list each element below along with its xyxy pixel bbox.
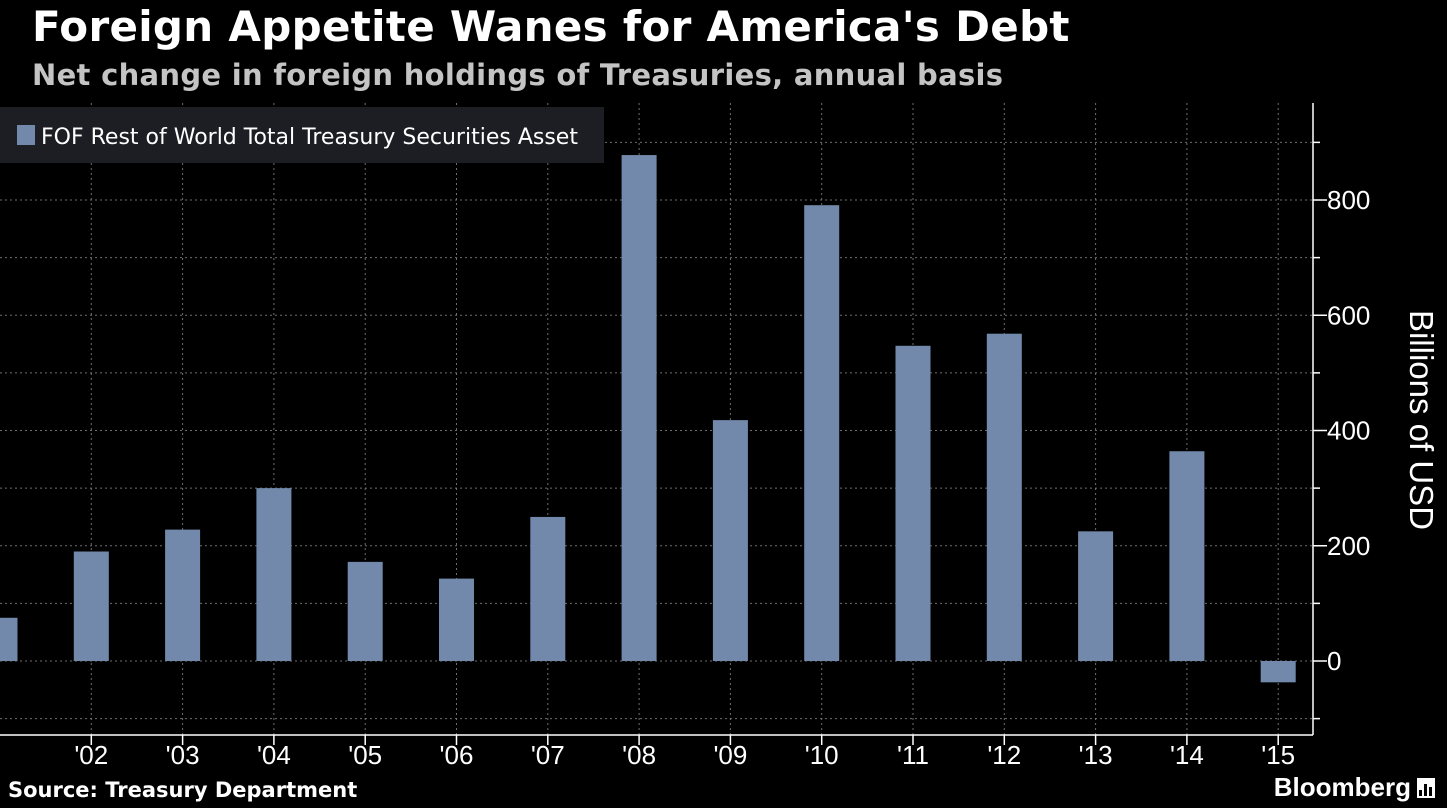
bar <box>1169 451 1205 661</box>
plot-axes: 0 200 400 600 800 '02 '03 '04 '05 '06 '07 '08 '09 '10… <box>0 103 1440 770</box>
x-tick-label: '09 <box>713 740 747 770</box>
chart-title: Foreign Appetite Wanes for America's Deb… <box>32 2 1070 51</box>
bar <box>73 551 109 661</box>
bar <box>256 488 292 661</box>
y-tick-label: 600 <box>1327 300 1370 330</box>
y-axis-label: Billions of USD <box>1403 310 1440 530</box>
chart-subtitle: Net change in foreign holdings of Treasu… <box>32 58 1004 92</box>
x-tick-label: '02 <box>74 740 108 770</box>
y-tick-label: 800 <box>1327 185 1370 215</box>
x-tick-label: '11 <box>897 740 929 770</box>
source-note: Source: Treasury Department <box>8 778 358 802</box>
legend-box <box>0 107 604 163</box>
x-tick-label: '13 <box>1079 740 1113 770</box>
x-tick-label: '03 <box>166 740 200 770</box>
bar <box>347 561 383 661</box>
bloomberg-logo: Bloomberg <box>1274 772 1435 803</box>
bar <box>712 420 748 661</box>
bar <box>1260 661 1296 683</box>
bar <box>804 205 840 661</box>
x-tick-label: '14 <box>1170 740 1204 770</box>
legend-swatch <box>17 125 35 145</box>
y-tick-label: 400 <box>1327 416 1370 446</box>
bar <box>439 578 474 661</box>
legend: FOF Rest of World Total Treasury Securit… <box>0 107 604 163</box>
bar <box>621 155 657 662</box>
x-tick-label: '04 <box>257 740 291 770</box>
plot-bars <box>0 155 1296 683</box>
bar <box>986 333 1022 661</box>
bar <box>0 617 18 661</box>
x-tick-label: '05 <box>348 740 382 770</box>
x-tick-label: '08 <box>622 740 656 770</box>
x-tick-label: '12 <box>987 740 1021 770</box>
bar <box>895 345 931 661</box>
x-tick-label: '15 <box>1261 740 1295 770</box>
x-tick-label: '07 <box>531 740 565 770</box>
bar <box>1078 531 1114 661</box>
brand-name: Bloomberg <box>1273 772 1411 802</box>
bar-chart-icon <box>1417 777 1435 798</box>
y-tick-label: 200 <box>1327 531 1370 561</box>
x-tick-label: '10 <box>805 740 839 770</box>
bar <box>530 516 566 661</box>
y-tick-label: 0 <box>1327 646 1341 676</box>
bar <box>165 529 201 661</box>
legend-label: FOF Rest of World Total Treasury Securit… <box>41 125 578 150</box>
x-tick-label: '06 <box>440 740 474 770</box>
